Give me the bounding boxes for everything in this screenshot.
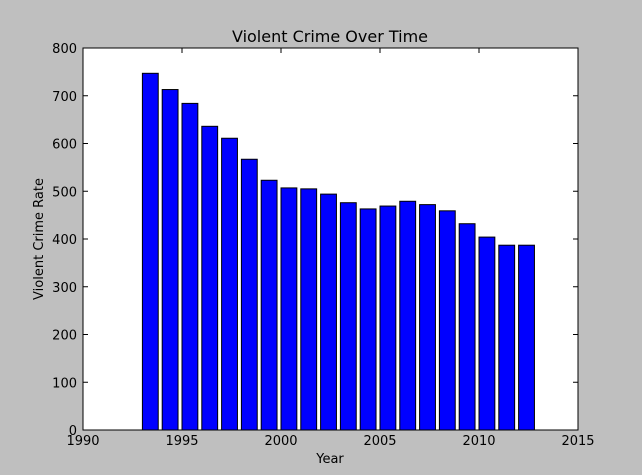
bar-2005 xyxy=(379,205,397,431)
x-tick-label-2010: 2010 xyxy=(462,434,495,449)
y-tick-label-600: 600 xyxy=(52,138,77,153)
x-tick-label-2005: 2005 xyxy=(363,434,396,449)
bar-2001 xyxy=(300,188,318,431)
bar-2003 xyxy=(339,202,357,431)
bar-1998 xyxy=(240,158,258,431)
ticks-group: 1990 1995 2000 2005 2010 2015 0 100 200 300 400 500… xyxy=(52,42,594,449)
bar-1999 xyxy=(260,179,278,431)
bar-2000 xyxy=(280,187,298,431)
x-tick-label-1990: 1990 xyxy=(66,434,99,449)
bar-2012 xyxy=(518,244,535,431)
y-tick-label-700: 700 xyxy=(52,90,77,105)
y-tick-label-800: 800 xyxy=(52,42,77,57)
bar-1994 xyxy=(161,89,179,431)
bar-1996 xyxy=(201,125,219,431)
y-tick-label-300: 300 xyxy=(52,281,77,296)
chart-title: Violent Crime Over Time xyxy=(232,27,428,46)
bar-2007 xyxy=(419,204,436,431)
bar-2008 xyxy=(438,210,456,431)
x-tick-label-2000: 2000 xyxy=(264,434,297,449)
bar-2010 xyxy=(478,236,496,431)
bar-2009 xyxy=(458,223,476,431)
x-tick-label-2015: 2015 xyxy=(561,434,594,449)
x-tick-label-1995: 1995 xyxy=(165,434,198,449)
y-tick-label-400: 400 xyxy=(52,233,77,248)
y-tick-label-500: 500 xyxy=(52,185,77,200)
bar-2002 xyxy=(320,193,337,431)
bar-2011 xyxy=(498,244,516,431)
x-axis-label: Year xyxy=(315,452,344,467)
y-tick-label-200: 200 xyxy=(52,329,77,344)
bar-2006 xyxy=(399,200,417,431)
bar-1997 xyxy=(221,137,238,431)
bar-2004 xyxy=(359,208,377,431)
bars-group xyxy=(141,72,535,431)
y-tick-label-100: 100 xyxy=(52,376,77,391)
plot-area-frame xyxy=(82,47,579,431)
y-tick-label-0: 0 xyxy=(69,424,77,439)
y-axis-label: Violent Crime Rate xyxy=(32,178,47,300)
bar-1993 xyxy=(141,72,159,431)
bar-1995 xyxy=(181,102,199,431)
